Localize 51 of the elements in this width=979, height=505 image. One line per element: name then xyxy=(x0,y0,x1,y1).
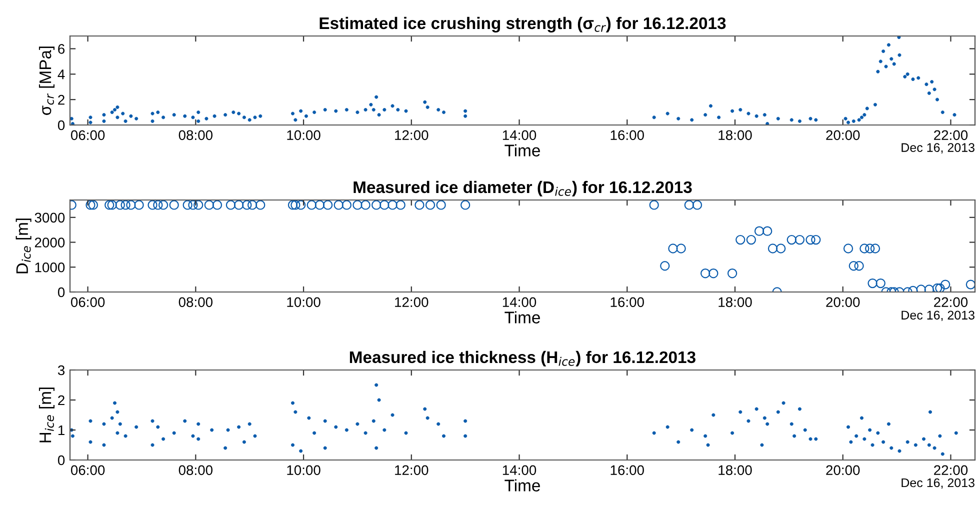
x-tick-label: 22:00 xyxy=(934,297,968,308)
text: Dec 16, 2013 xyxy=(902,310,974,322)
y-tick-label: 3000 xyxy=(34,212,65,223)
chart-title: Estimated ice crushing strength (σ$_{cr}$) for 16.12.2013 xyxy=(320,16,726,32)
x-tick-label: 16:00 xyxy=(610,297,644,308)
x-tick-label: 12:00 xyxy=(395,465,428,476)
x-tick-label: 12:00 xyxy=(395,297,428,308)
text: Dec 16, 2013 xyxy=(902,143,974,154)
x-tick-label: 20:00 xyxy=(826,465,860,476)
x-tick-label: 06:00 xyxy=(70,465,105,476)
x-tick-label: 14:00 xyxy=(502,130,536,140)
y-tick-label: 3 xyxy=(58,365,65,376)
y-tick-label: 1 xyxy=(58,425,64,436)
y-axis-title: D$_{ice}$ [m] xyxy=(16,218,32,274)
x-tick-label: 10:00 xyxy=(287,130,320,140)
x-tick-label: 18:00 xyxy=(718,465,752,476)
x-tick-label: 06:00 xyxy=(70,297,105,308)
y-tick-label: 6 xyxy=(58,44,65,54)
text: Dec 16, 2013 xyxy=(902,478,974,489)
x-tick-label: 20:00 xyxy=(826,297,860,308)
x-tick-label: 08:00 xyxy=(178,130,212,140)
x-tick-label: 12:00 xyxy=(395,130,428,140)
y-tick-label: 1000 xyxy=(35,262,65,272)
x-tick-label: 16:00 xyxy=(610,130,644,140)
y-tick-label: 2 xyxy=(58,94,64,105)
chart-title: Measured ice diameter (D$_{ice}$) for 16.12.2013 xyxy=(354,180,692,196)
x-tick-label: 06:00 xyxy=(70,130,105,140)
x-tick-label: 22:00 xyxy=(934,465,968,476)
x-tick-label: 10:00 xyxy=(287,297,320,308)
x-tick-label: 18:00 xyxy=(718,130,752,140)
x-tick-label: 14:00 xyxy=(502,297,536,308)
chart-title: Measured ice thickness (H$_{ice}$) for 16.12.2013 xyxy=(350,350,696,366)
y-tick-label: 4 xyxy=(58,70,65,80)
x-tick-label: 10:00 xyxy=(287,465,320,476)
y-axis-title: σ$_{cr}$ [MPa] xyxy=(38,46,55,115)
x-tick-label: 08:00 xyxy=(178,465,212,476)
x-tick-label: 08:00 xyxy=(178,297,212,308)
x-axis-title: Time xyxy=(504,311,540,324)
x-axis-title: Time xyxy=(504,144,540,156)
x-tick-label: 16:00 xyxy=(610,465,644,476)
x-axis-title: Time xyxy=(504,479,540,492)
y-tick-label: 0 xyxy=(58,287,65,298)
y-tick-label: 2000 xyxy=(34,238,65,248)
y-tick-label: 0 xyxy=(58,455,65,466)
x-tick-label: 20:00 xyxy=(826,130,860,140)
x-tick-label: 22:00 xyxy=(934,130,968,140)
y-tick-label: 0 xyxy=(58,120,65,130)
x-tick-label: 18:00 xyxy=(718,297,752,308)
x-tick-label: 14:00 xyxy=(502,465,536,476)
y-tick-label: 2 xyxy=(58,395,64,406)
y-axis-title: H$_{ice}$ [m] xyxy=(38,388,55,442)
